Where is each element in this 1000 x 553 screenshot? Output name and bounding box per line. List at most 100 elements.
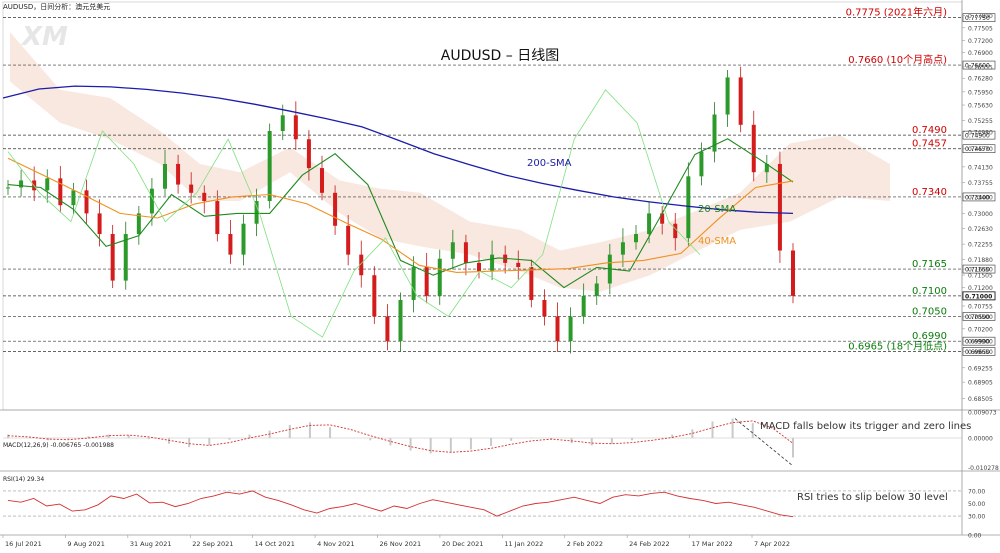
rsi-y-tick-label: 30.00 xyxy=(968,514,985,521)
candle-body xyxy=(215,201,220,235)
cloud-segment xyxy=(380,188,420,247)
candle-body xyxy=(163,163,167,189)
x-tick-label: 4 Nov 2021 xyxy=(317,540,355,548)
candle-body xyxy=(751,124,756,173)
candle-body xyxy=(764,163,769,173)
candle-body xyxy=(280,115,285,131)
level-price-box-label: 0.73400 xyxy=(965,194,990,201)
candle-body xyxy=(791,250,795,296)
candle-body xyxy=(516,262,521,267)
candle-body xyxy=(306,139,311,169)
y-tick-label: 0.73400 xyxy=(968,194,993,201)
level-label: 0.7100 xyxy=(912,286,947,297)
rsi-line xyxy=(7,490,794,518)
candle-body xyxy=(699,151,704,177)
level-label: 0.7490 xyxy=(912,125,947,136)
x-tick-label: 24 Feb 2022 xyxy=(629,540,669,548)
candle-body xyxy=(568,316,573,342)
macd-y-tick-label: 0.00000 xyxy=(968,436,993,443)
candle-body xyxy=(647,213,652,235)
y-tick-label: 0.72255 xyxy=(968,242,993,249)
cloud-segment xyxy=(740,143,790,230)
y-tick-label: 0.71650 xyxy=(968,267,993,274)
x-tick-label: 22 Sep 2021 xyxy=(192,540,233,548)
y-tick-label: 0.71200 xyxy=(968,285,993,292)
x-tick-label: 9 Aug 2021 xyxy=(67,540,105,548)
time-x-axis: 16 Jul 2021 9 Aug 2021 31 Aug 2021 22 Sep 2… xyxy=(2,535,790,548)
candle-body xyxy=(660,213,665,224)
level-price-box xyxy=(962,130,996,140)
price-y-axis: 0.77800 0.77505 0.77200 0.76900 0.76555 0.762… xyxy=(962,13,993,403)
cloud-segment xyxy=(650,213,690,276)
x-tick-label: 26 Nov 2021 xyxy=(380,540,422,548)
cloud-segment xyxy=(10,32,60,123)
level-price-box-label: 0.69650 xyxy=(965,349,990,356)
cloud-segment xyxy=(790,135,840,222)
level-price-box-label: 0.74570 xyxy=(965,146,990,153)
macd-trendline xyxy=(734,418,793,466)
x-tick-label: 14 Oct 2021 xyxy=(255,540,295,548)
rsi-panel: 70.00 50.00 30.00 0.00 xyxy=(3,488,985,540)
candle-body xyxy=(228,234,233,255)
macd-panel: 0.009073 0.00000 -0.010278 xyxy=(3,410,999,472)
level-price-box-label: 0.71650 xyxy=(965,267,990,274)
xm-watermark: XM xyxy=(20,22,68,52)
candle-body xyxy=(110,234,115,281)
lagging-span-line xyxy=(7,89,701,338)
y-tick-label: 0.73755 xyxy=(968,180,993,187)
rsi-annotation: RSI tries to slip below 30 level xyxy=(797,492,948,503)
candle-body xyxy=(490,254,495,272)
y-tick-label: 0.70755 xyxy=(968,303,993,310)
macd-title: MACD(12,26,9) -0.006765 -0.001988 xyxy=(3,442,114,449)
y-tick-label: 0.76280 xyxy=(968,76,993,83)
current-price-label: 0.71000 xyxy=(965,293,992,300)
candle-body xyxy=(529,266,534,300)
candle-body xyxy=(686,176,691,239)
y-tick-label: 0.74980 xyxy=(968,129,993,136)
horizontal-levels: 0.7775 (2021年六月) 0.77750 0.7660 (10个月高点) 0.… xyxy=(3,6,996,356)
candle-body xyxy=(634,234,638,243)
macd-annotation: MACD falls below its trigger and zero li… xyxy=(760,421,971,432)
level-price-box-label: 0.69900 xyxy=(965,339,990,346)
level-label: 0.7340 xyxy=(912,187,947,198)
cloud-segment xyxy=(110,98,160,164)
y-tick-label: 0.76555 xyxy=(968,64,993,71)
x-tick-label: 7 Apr 2022 xyxy=(754,540,790,548)
series-line-200-sma xyxy=(2,85,794,215)
candle-body xyxy=(267,130,272,202)
y-tick-label: 0.69900 xyxy=(968,339,993,346)
x-tick-label: 16 Jul 2021 xyxy=(5,540,42,548)
rsi-y-tick-label: 0.00 xyxy=(968,533,982,540)
level-label: 0.7165 xyxy=(912,259,947,270)
candle-body xyxy=(555,316,560,342)
y-tick-label: 0.77200 xyxy=(968,38,993,45)
label-200-sma: 200-SMA xyxy=(527,158,572,169)
candle-body xyxy=(84,190,89,214)
candle-body xyxy=(673,223,678,239)
level-price-box-label: 0.76600 xyxy=(965,63,990,70)
candle-body xyxy=(450,242,455,259)
candle-body xyxy=(437,258,442,296)
candle-body xyxy=(424,266,429,296)
y-tick-label: 0.77505 xyxy=(968,25,993,32)
candle-body xyxy=(6,187,10,189)
cloud-segment xyxy=(340,180,380,239)
candle-body xyxy=(136,213,141,235)
y-tick-label: 0.70200 xyxy=(968,326,993,333)
cloud-segment xyxy=(60,89,110,140)
candle-body xyxy=(398,299,403,342)
candle-body xyxy=(241,223,246,255)
candle-body xyxy=(320,168,324,193)
y-tick-label: 0.70500 xyxy=(968,314,993,321)
y-tick-label: 0.75630 xyxy=(968,103,993,110)
level-price-box-label: 0.77750 xyxy=(965,15,990,22)
candle-body xyxy=(202,192,207,202)
price-grid xyxy=(0,0,1000,536)
candle-body xyxy=(149,188,154,214)
candle-body xyxy=(725,77,730,115)
level-label: 0.7660 (10个月高点) xyxy=(848,53,947,66)
candle-body xyxy=(346,225,351,255)
candle-body xyxy=(463,242,468,263)
x-tick-label: 17 Mar 2022 xyxy=(692,540,733,548)
x-tick-label: 20 Dec 2021 xyxy=(442,540,484,548)
